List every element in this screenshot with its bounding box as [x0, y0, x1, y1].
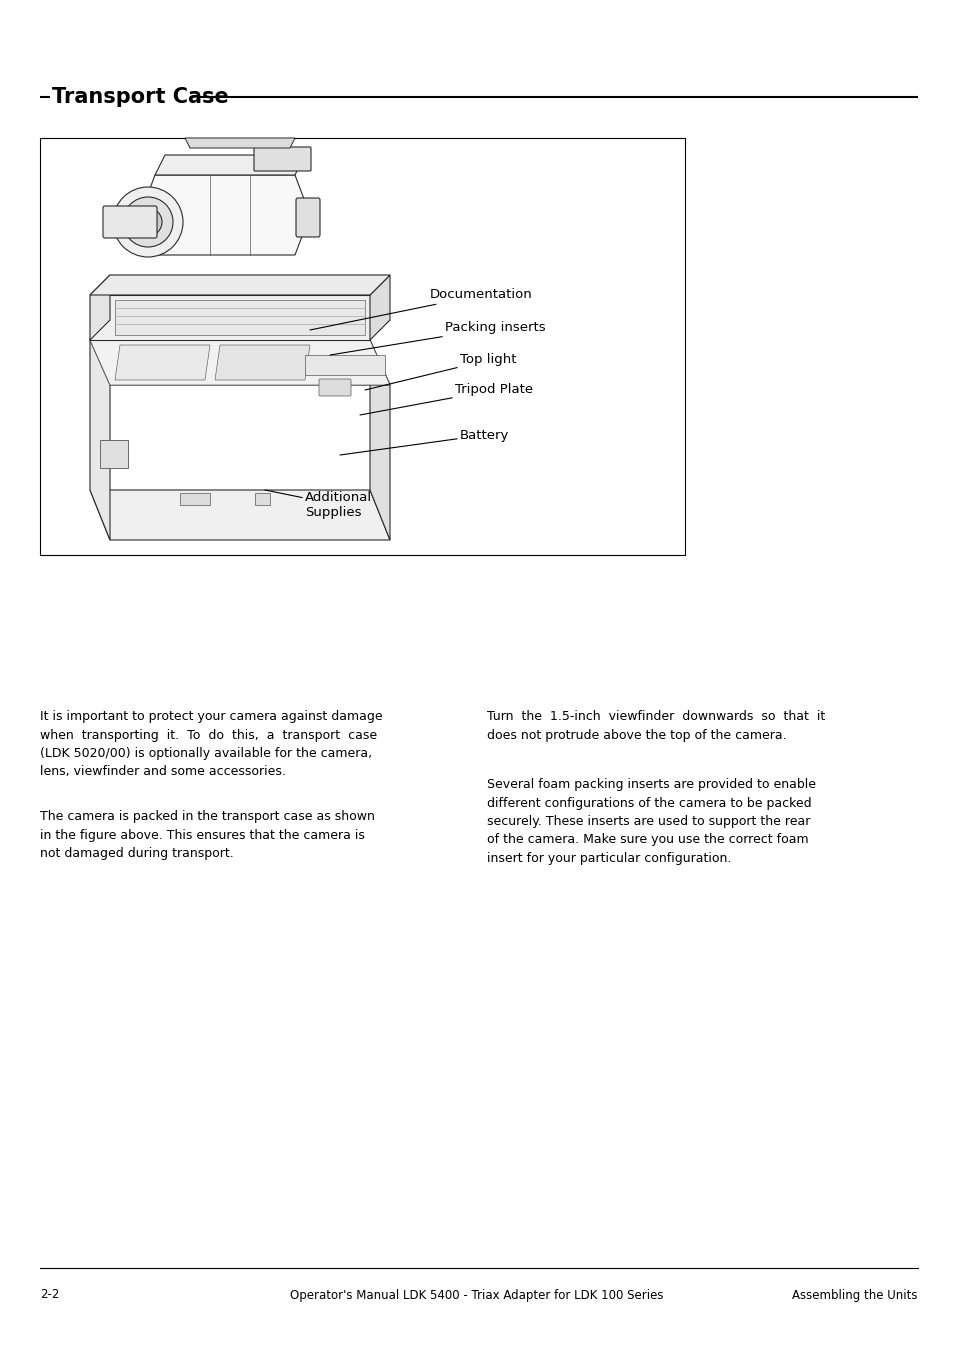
- Polygon shape: [115, 345, 210, 380]
- Polygon shape: [370, 340, 390, 540]
- Bar: [254, 493, 270, 505]
- Polygon shape: [305, 355, 385, 376]
- Polygon shape: [370, 276, 390, 340]
- Polygon shape: [90, 490, 390, 540]
- Bar: [100, 440, 128, 467]
- Circle shape: [123, 197, 172, 247]
- Polygon shape: [90, 340, 390, 385]
- FancyBboxPatch shape: [253, 147, 311, 172]
- FancyBboxPatch shape: [318, 380, 351, 396]
- Polygon shape: [90, 290, 110, 540]
- Text: Documentation: Documentation: [310, 289, 532, 330]
- Text: Several foam packing inserts are provided to enable
different configurations of : Several foam packing inserts are provide…: [486, 778, 815, 865]
- Bar: [40, 138, 684, 555]
- Text: Operator's Manual LDK 5400 - Triax Adapter for LDK 100 Series: Operator's Manual LDK 5400 - Triax Adapt…: [290, 1289, 663, 1301]
- Polygon shape: [140, 176, 310, 255]
- Text: Assembling the Units: Assembling the Units: [792, 1289, 917, 1301]
- FancyBboxPatch shape: [103, 205, 157, 238]
- Circle shape: [133, 208, 162, 236]
- Polygon shape: [185, 138, 294, 149]
- Text: Top light: Top light: [365, 354, 516, 390]
- Circle shape: [112, 186, 183, 257]
- Text: Additional
Supplies: Additional Supplies: [265, 490, 372, 519]
- Polygon shape: [214, 345, 310, 380]
- Text: 2-2: 2-2: [40, 1289, 59, 1301]
- Polygon shape: [90, 340, 390, 385]
- FancyBboxPatch shape: [295, 199, 319, 236]
- Bar: [180, 493, 210, 505]
- Text: Turn  the  1.5-inch  viewfinder  downwards  so  that  it
does not protrude above: Turn the 1.5-inch viewfinder downwards s…: [486, 711, 824, 742]
- Polygon shape: [90, 295, 370, 340]
- Text: It is important to protect your camera against damage
when  transporting  it.  T: It is important to protect your camera a…: [40, 711, 382, 778]
- Text: Transport Case: Transport Case: [52, 86, 229, 107]
- Text: Packing inserts: Packing inserts: [330, 322, 545, 355]
- Polygon shape: [154, 155, 305, 176]
- Polygon shape: [115, 300, 365, 335]
- Text: The camera is packed in the transport case as shown
in the figure above. This en: The camera is packed in the transport ca…: [40, 811, 375, 861]
- Text: Tripod Plate: Tripod Plate: [359, 384, 533, 415]
- Polygon shape: [90, 276, 390, 295]
- Polygon shape: [90, 276, 110, 340]
- Text: Battery: Battery: [339, 428, 509, 455]
